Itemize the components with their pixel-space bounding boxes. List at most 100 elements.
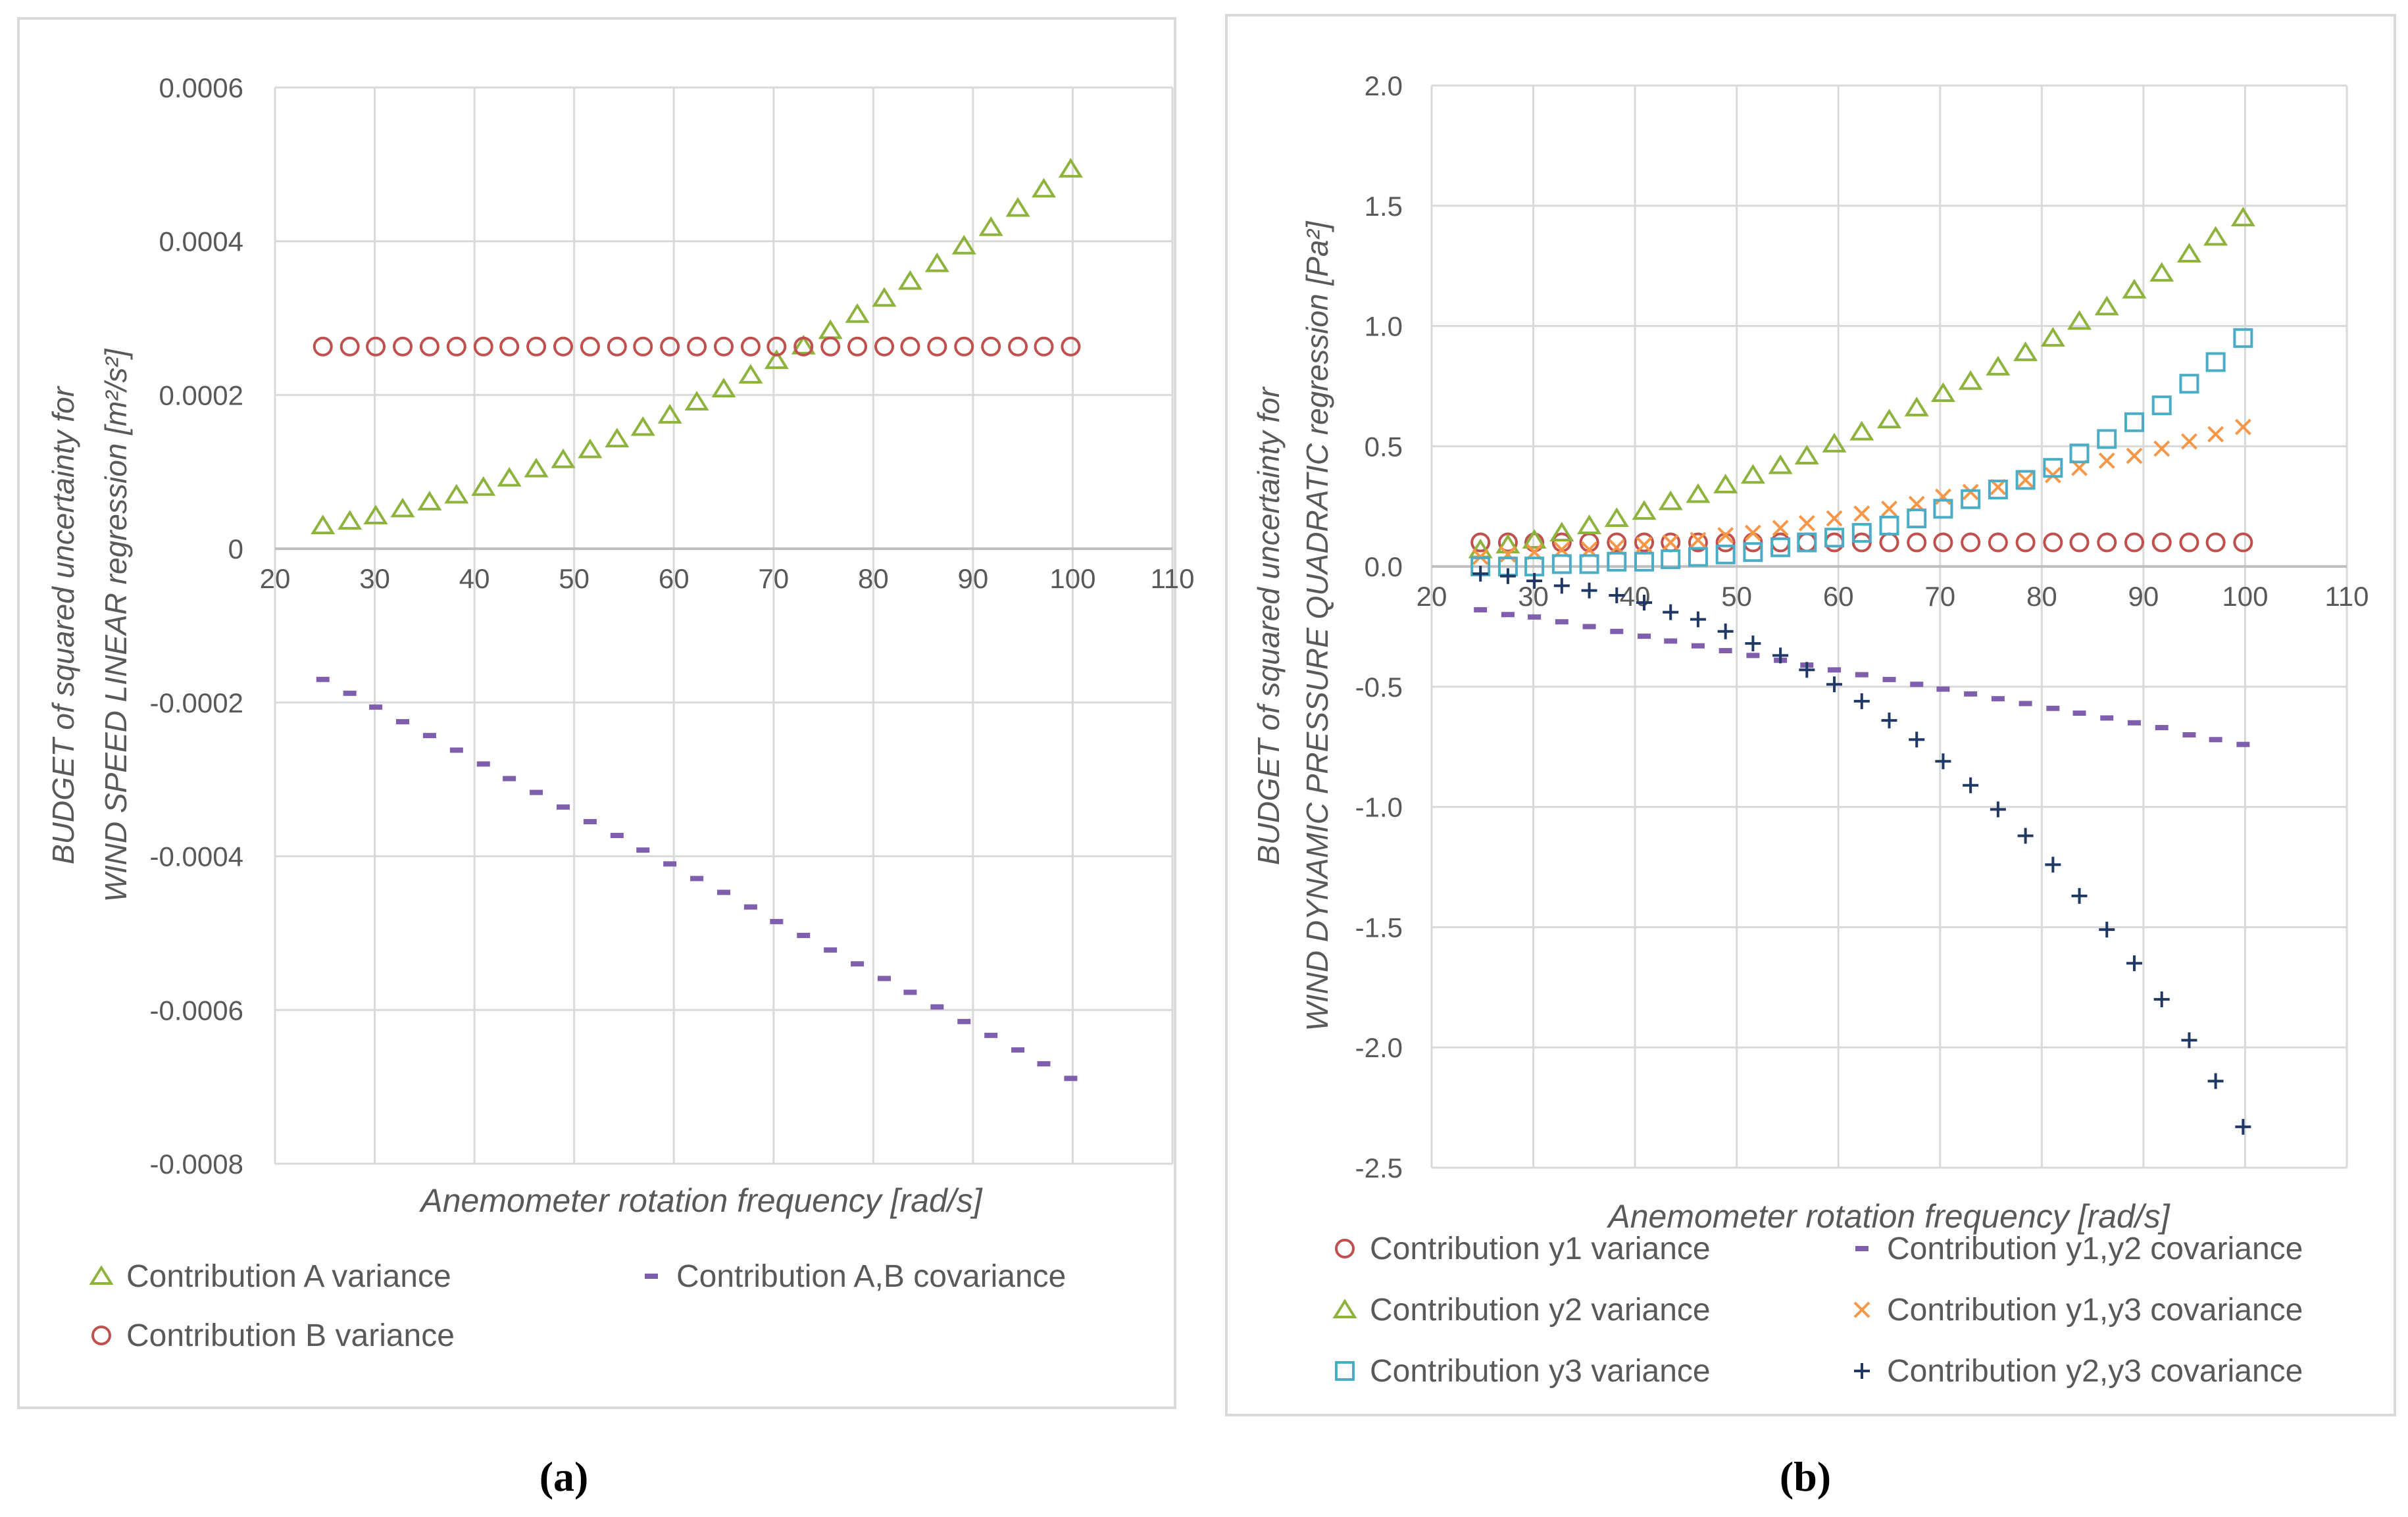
data-point <box>874 336 895 357</box>
y-axis-title-line-1: BUDGET of squared uncertainty for <box>46 385 80 864</box>
y-tick-label: 0.0004 <box>159 226 243 257</box>
data-point <box>1717 527 1734 544</box>
data-point <box>419 336 439 357</box>
data-point <box>473 336 493 357</box>
data-point <box>1664 638 1678 644</box>
legend-marker <box>1855 1246 1869 1251</box>
x-tick-label: 60 <box>1823 581 1854 612</box>
legend-label: Contribution y1,y3 covariance <box>1887 1293 2303 1328</box>
y-axis-title-line-1: BUDGET of squared uncertainty for <box>1251 386 1286 865</box>
x-tick-label: 100 <box>2222 581 2268 612</box>
legend-label: Contribution B variance <box>126 1318 455 1353</box>
data-point <box>2067 310 2092 330</box>
data-point <box>2099 922 2115 938</box>
x-tick-label: 90 <box>958 563 989 594</box>
data-point <box>791 334 816 355</box>
data-point <box>820 336 841 357</box>
data-point <box>1691 643 1705 649</box>
data-point <box>1986 355 2011 376</box>
chart-frame <box>17 17 1176 1409</box>
x-axis-title: Anemometer rotation frequency [rad/s] <box>1606 1198 2170 1235</box>
data-point <box>1907 532 1927 553</box>
data-point <box>556 804 570 810</box>
data-point <box>630 416 655 436</box>
data-point <box>845 303 870 323</box>
legend-label: Contribution A variance <box>126 1259 451 1294</box>
data-point <box>633 336 653 357</box>
data-point <box>2019 701 2032 707</box>
data-point <box>2069 532 2090 553</box>
data-point <box>743 904 757 910</box>
data-point <box>1607 532 1627 553</box>
y-tick-label: 1.5 <box>1365 191 1403 222</box>
data-point <box>1961 532 1981 553</box>
data-point <box>580 336 600 357</box>
panel-caption: (b) <box>1780 1453 1831 1500</box>
chart-frame <box>1225 14 2396 1416</box>
x-axis-title: Anemometer rotation frequency [rad/s] <box>418 1182 982 1219</box>
data-point <box>927 336 947 357</box>
legend-label: Contribution y1 variance <box>1370 1231 1711 1266</box>
data-point <box>2149 262 2174 282</box>
series-contribution-y3-variance <box>1470 328 2253 577</box>
y-tick-label: -0.0006 <box>150 995 243 1026</box>
data-point <box>954 336 974 357</box>
data-point <box>2233 532 2253 553</box>
data-point <box>687 336 707 357</box>
data-point <box>1581 582 1597 599</box>
y-tick-label: 0.0006 <box>159 72 243 103</box>
data-point <box>1470 532 1491 553</box>
series-contribution-y2-y3-covariance <box>1472 566 2251 1135</box>
y-tick-label: 1.0 <box>1365 311 1403 342</box>
data-point <box>984 1032 998 1038</box>
data-point <box>313 336 333 357</box>
data-point <box>1604 507 1629 528</box>
data-point <box>2043 458 2063 478</box>
data-point <box>1881 500 1897 517</box>
y-tick-label: 0 <box>228 534 243 564</box>
x-tick-label: 20 <box>260 563 291 594</box>
data-point <box>444 484 469 504</box>
data-point <box>660 336 680 357</box>
data-point <box>2179 532 2199 553</box>
data-point <box>1522 529 1547 549</box>
y-tick-label: -0.5 <box>1355 672 1403 703</box>
y-axis-title-line-2: WIND SPEED LINEAR regression [m²/s²] <box>99 348 133 902</box>
series-contribution-a-b-covariance <box>316 676 1078 1082</box>
data-point <box>2015 470 2036 490</box>
data-point <box>1609 587 1625 603</box>
x-tick-label: 50 <box>1721 581 1752 612</box>
data-point <box>1882 676 1896 682</box>
data-point <box>311 514 336 535</box>
data-point <box>1688 547 1708 567</box>
data-point <box>339 336 360 357</box>
x-tick-label: 20 <box>1417 581 1447 612</box>
data-point <box>951 234 976 255</box>
y-tick-label: 2.0 <box>1365 70 1403 101</box>
data-point <box>1632 500 1657 520</box>
data-point <box>1851 522 1872 543</box>
data-point <box>610 833 624 839</box>
data-point <box>2045 857 2061 873</box>
data-point <box>1717 623 1734 639</box>
data-point <box>1011 1047 1025 1053</box>
x-tick-label: 100 <box>1049 563 1095 594</box>
data-point <box>1034 336 1054 357</box>
x-tick-label: 70 <box>758 563 789 594</box>
data-point <box>1636 594 1653 610</box>
data-point <box>1962 484 1979 501</box>
data-point <box>714 336 734 357</box>
data-point <box>1988 532 2008 553</box>
y-tick-label: -0.0002 <box>150 687 243 718</box>
data-point <box>1607 551 1627 572</box>
data-point <box>2126 447 2143 464</box>
x-tick-label: 50 <box>559 563 589 594</box>
data-point <box>872 287 897 307</box>
data-point <box>1713 474 1738 493</box>
data-point <box>1881 712 1897 729</box>
data-point <box>553 336 573 357</box>
data-point <box>1718 648 1732 654</box>
data-point <box>1472 566 1489 582</box>
data-point <box>369 704 383 710</box>
series-contribution-y1-y2-covariance <box>1474 607 2250 747</box>
